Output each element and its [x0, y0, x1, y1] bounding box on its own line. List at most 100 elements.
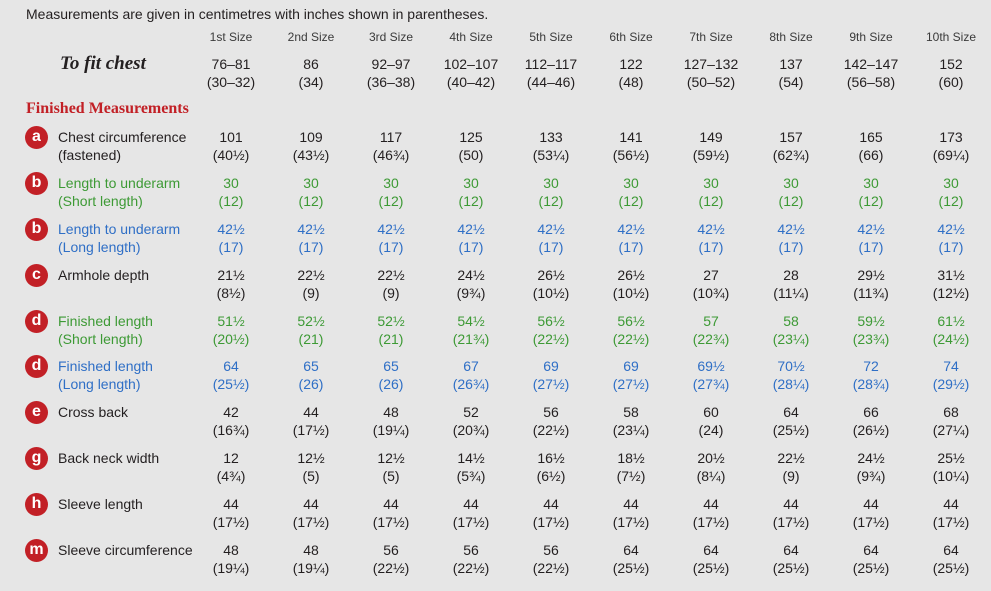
measurement-cell: 30 (12): [589, 174, 673, 210]
measurement-cell: 56½ (22½): [589, 312, 673, 348]
value-cm: 92–97: [371, 56, 411, 72]
value-cm: 42: [223, 404, 239, 420]
value-cm: 30: [943, 175, 959, 191]
measurement-cell: 60 (24): [669, 403, 753, 439]
value-in: (17½): [772, 514, 810, 530]
value-in: (10½): [612, 285, 650, 301]
value-in: (28¼): [772, 376, 810, 392]
measurement-cell: 69 (27½): [589, 357, 673, 393]
measurement-cell: 101 (40½): [189, 128, 273, 164]
value-cm: 26½: [617, 267, 645, 283]
label-main: Armhole depth: [58, 267, 150, 283]
size-header: 2nd Size: [287, 30, 335, 44]
value-in: (19¼): [292, 560, 330, 576]
measurement-cell: 30 (12): [669, 174, 753, 210]
value-cm: 44: [623, 496, 639, 512]
value-cm: 27: [703, 267, 719, 283]
fit-chest-cell: 137 (54): [749, 55, 833, 91]
value-in: (25½): [852, 560, 890, 576]
value-cm: 57: [703, 313, 719, 329]
value-in: (12½): [932, 285, 970, 301]
value-cm: 59½: [857, 313, 885, 329]
value-in: (17½): [372, 514, 410, 530]
value-cm: 102–107: [443, 56, 499, 72]
value-in: (17): [298, 239, 324, 255]
measurement-cell: 25½ (10¼): [909, 449, 991, 485]
measurement-cell: 61½ (24½): [909, 312, 991, 348]
value-in: (23¾): [852, 331, 890, 347]
value-cm: 42½: [457, 221, 485, 237]
value-cm: 69: [543, 358, 559, 374]
label-sub: (Long length): [58, 376, 141, 392]
value-in: (46¾): [372, 147, 410, 163]
value-cm: 42½: [857, 221, 885, 237]
value-cm: 142–147: [843, 56, 899, 72]
value-in: (17½): [852, 514, 890, 530]
measurement-label: Sleeve length: [58, 495, 143, 513]
measurement-cell: 109 (43½): [269, 128, 353, 164]
size-header: 9th Size: [849, 30, 893, 44]
size-header: 5th Size: [529, 30, 573, 44]
value-cm: 44: [383, 496, 399, 512]
measurement-cell: 48 (19¼): [349, 403, 433, 439]
section-title: Finished Measurements: [26, 100, 189, 117]
value-in: (17): [778, 239, 804, 255]
measurement-cell: 12 (4¾): [189, 449, 273, 485]
value-in: (7½): [616, 468, 646, 484]
value-in: (12): [298, 193, 324, 209]
fit-chest-cell: 112–117 (44–46): [509, 55, 593, 91]
value-cm: 56½: [617, 313, 645, 329]
value-cm: 141: [619, 129, 643, 145]
value-cm: 26½: [537, 267, 565, 283]
value-in: (21¾): [452, 331, 490, 347]
measurement-cell: 22½ (9): [269, 266, 353, 302]
value-cm: 44: [303, 496, 319, 512]
value-cm: 42½: [217, 221, 245, 237]
measurement-cell: 26½ (10½): [589, 266, 673, 302]
value-cm: 25½: [937, 450, 965, 466]
measurement-cell: 28 (11¼): [749, 266, 833, 302]
value-cm: 64: [703, 542, 719, 558]
value-in: (25½): [772, 560, 810, 576]
value-in: (9): [302, 285, 320, 301]
value-in: (17): [538, 239, 564, 255]
value-cm: 64: [943, 542, 959, 558]
value-in: (6½): [536, 468, 566, 484]
value-in: (17½): [292, 422, 330, 438]
measurement-cell: 44 (17½): [669, 495, 753, 531]
value-in: (40½): [212, 147, 250, 163]
measurement-cell: 65 (26): [269, 357, 353, 393]
measurement-cell: 42½ (17): [269, 220, 353, 256]
measurement-cell: 30 (12): [509, 174, 593, 210]
value-in: (22½): [532, 331, 570, 347]
value-cm: 68: [943, 404, 959, 420]
value-cm: 58: [623, 404, 639, 420]
value-cm: 67: [463, 358, 479, 374]
value-in: (17½): [292, 514, 330, 530]
measurement-cell: 57 (22¾): [669, 312, 753, 348]
value-in: (17): [698, 239, 724, 255]
value-in: (23¼): [612, 422, 650, 438]
value-cm: 22½: [377, 267, 405, 283]
measurement-cell: 30 (12): [349, 174, 433, 210]
size-header: 10th Size: [925, 30, 977, 44]
value-cm: 86: [303, 56, 319, 72]
value-cm: 54½: [457, 313, 485, 329]
measurement-cell: 64 (25½): [829, 541, 913, 577]
measurement-cell: 30 (12): [269, 174, 353, 210]
value-cm: 65: [383, 358, 399, 374]
measurement-cell: 42½ (17): [429, 220, 513, 256]
label-sub: (Long length): [58, 239, 141, 255]
measurement-cell: 44 (17½): [749, 495, 833, 531]
value-in: (17): [458, 239, 484, 255]
measurement-cell: 52½ (21): [269, 312, 353, 348]
value-in: (54): [778, 74, 804, 90]
value-in: (30–32): [206, 74, 256, 90]
value-cm: 12½: [377, 450, 405, 466]
value-in: (12): [538, 193, 564, 209]
measurement-cell: 48 (19¼): [189, 541, 273, 577]
measurement-cell: 44 (17½): [829, 495, 913, 531]
value-in: (24): [698, 422, 724, 438]
value-cm: 69½: [697, 358, 725, 374]
value-in: (29½): [932, 376, 970, 392]
